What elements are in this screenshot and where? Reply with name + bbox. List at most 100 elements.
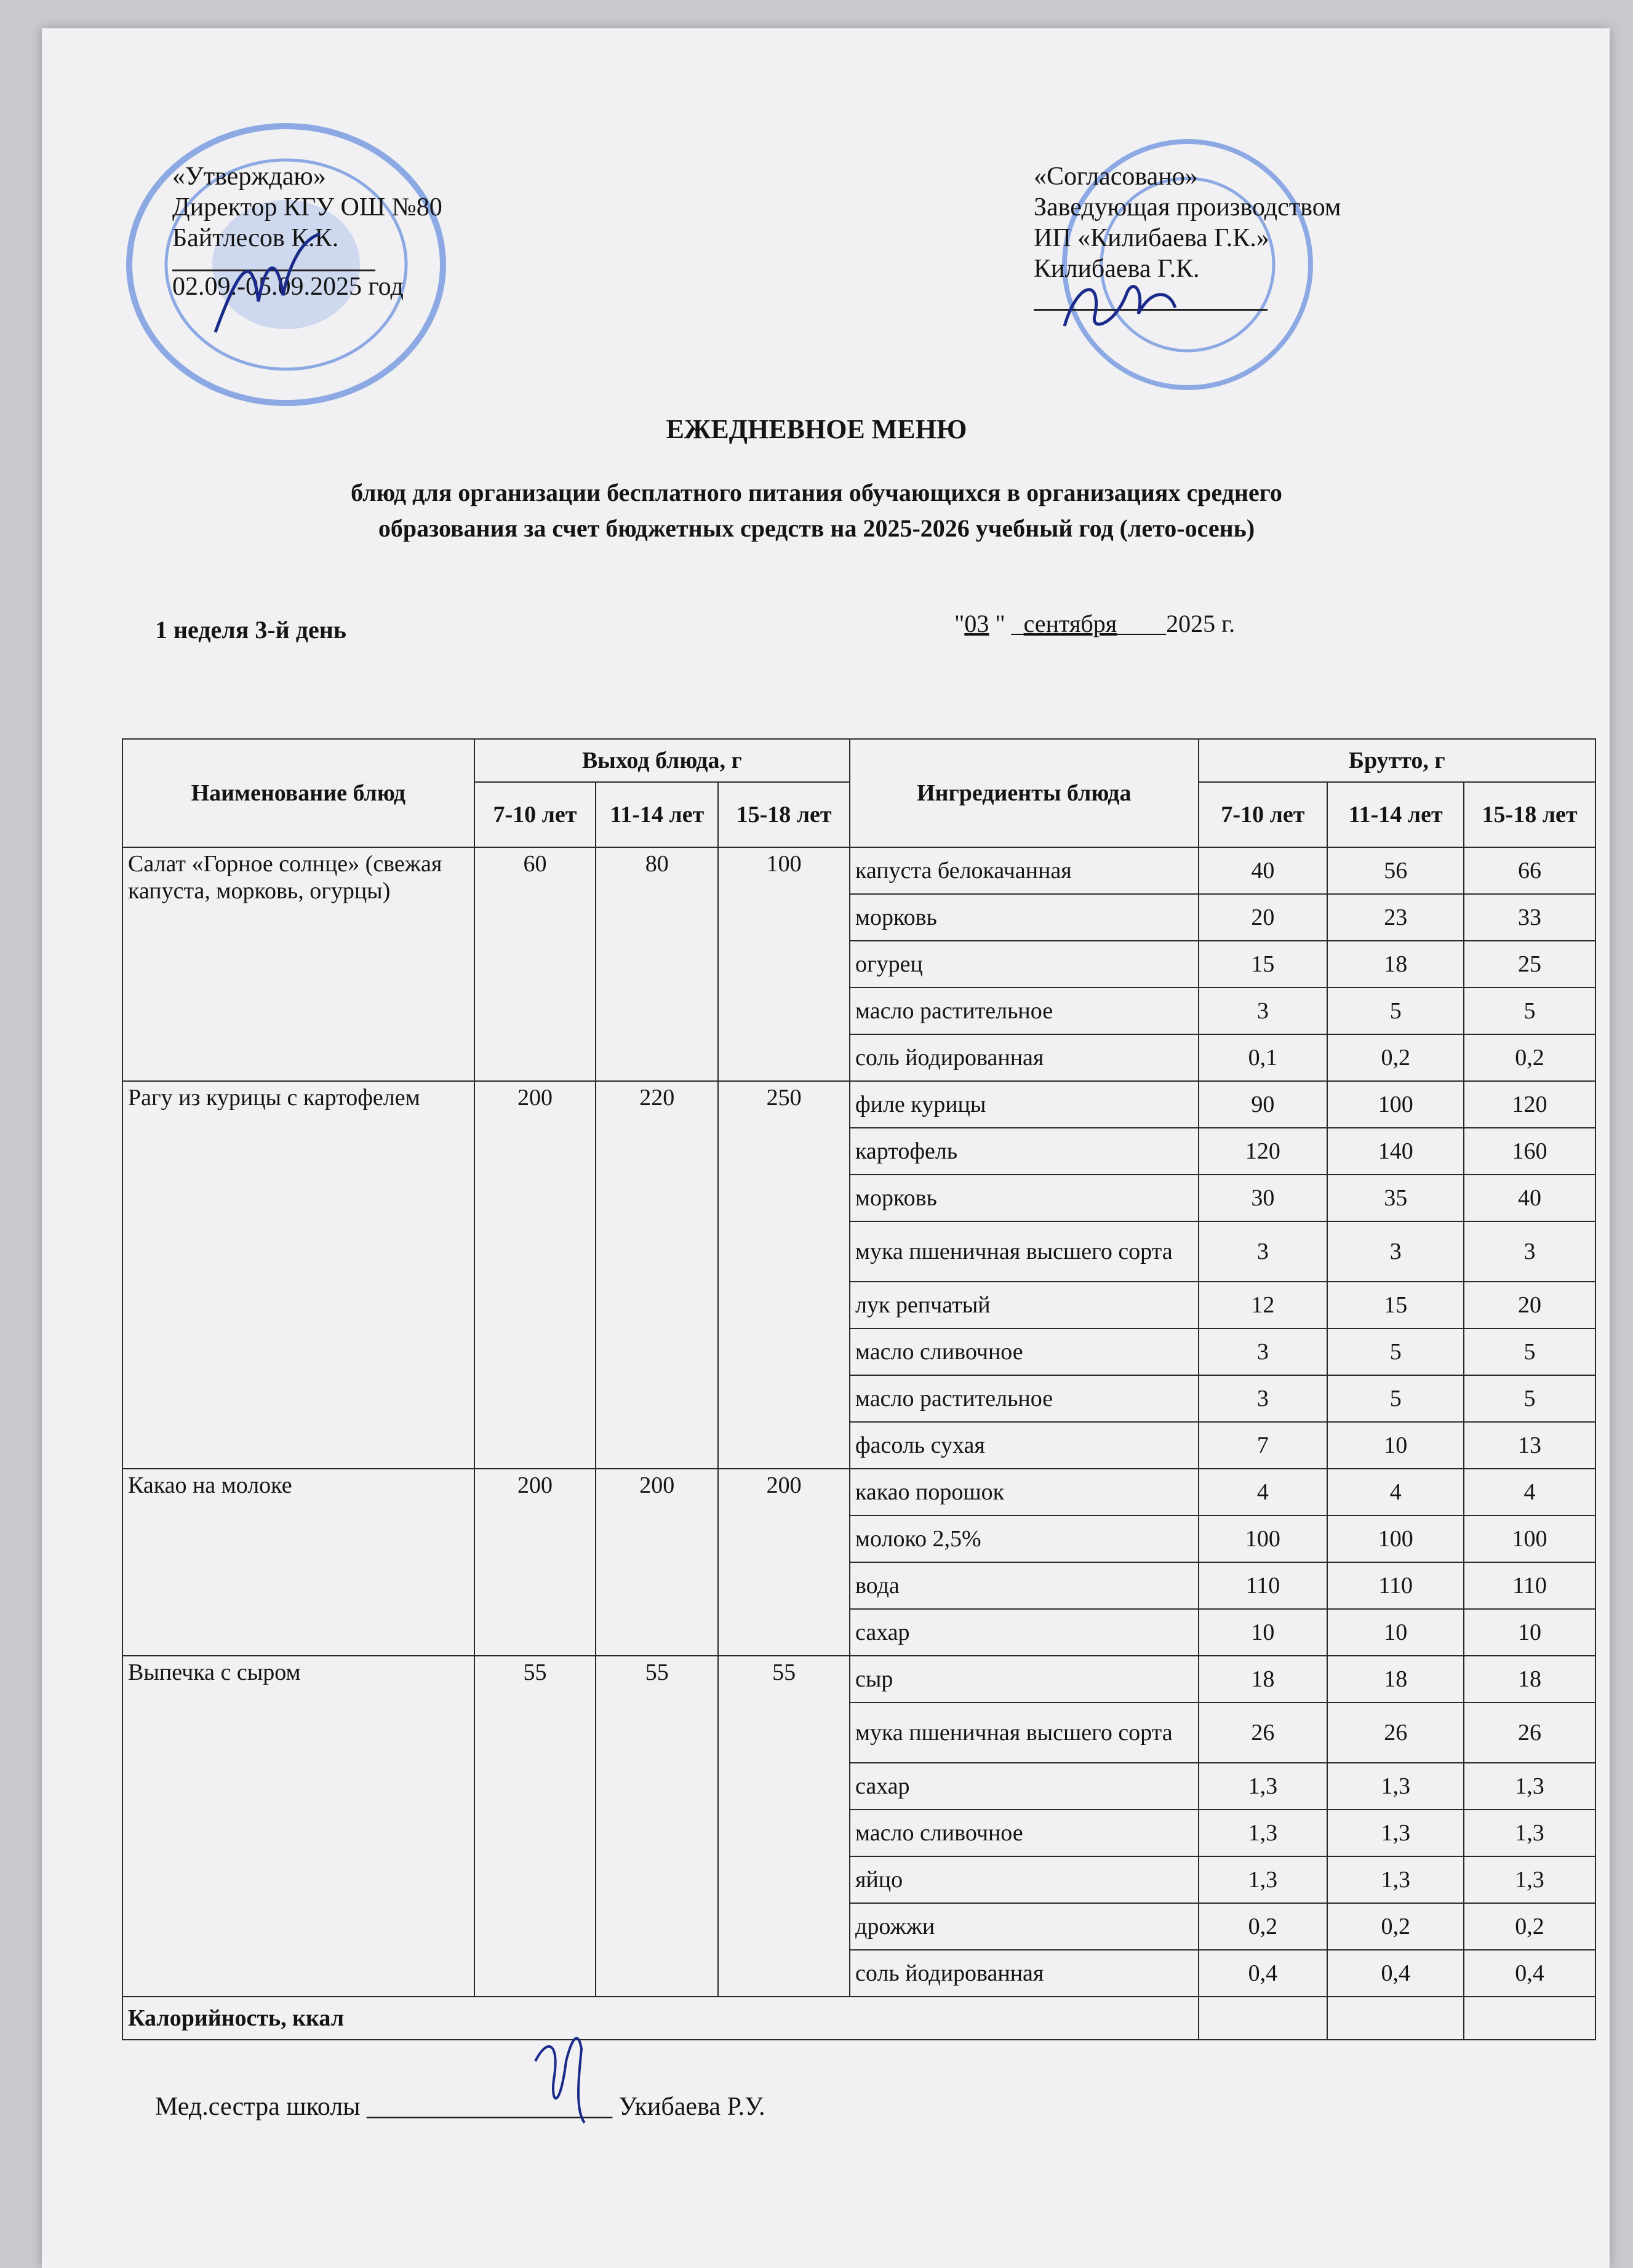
ingredient-brutto: 35 [1327,1174,1465,1222]
dish-output: 55 [595,1655,719,1997]
header-age: 11-14 лет [595,781,719,848]
ingredient-brutto: 40 [1463,1174,1596,1222]
ingredient-brutto: 3 [1327,1221,1465,1282]
ingredient-brutto: 0,2 [1463,1903,1596,1951]
table-row: соль йодированная 0,1 0,2 0,2 [122,1034,1596,1082]
ingredient-name: какао порошок [848,1468,1199,1516]
table-row: масло растительное 3 5 5 [122,987,1596,1035]
ingredient-name: масло растительное [848,1375,1199,1423]
dish-output: 200 [473,1080,597,1469]
ingredient-name: соль йодированная [848,1949,1199,1997]
ingredient-brutto: 56 [1327,847,1465,895]
ingredient-brutto: 110 [1463,1562,1596,1610]
ingredient-brutto: 140 [1327,1127,1465,1175]
ingredient-brutto: 1,3 [1463,1762,1596,1810]
agreer-organization: ИП «Килибаева Г.К.» [1034,224,1269,252]
table-row: мука пшеничная высшего сорта 3 3 3 [122,1221,1596,1282]
ingredient-brutto: 20 [1463,1281,1596,1329]
ingredient-name: филе курицы [848,1080,1199,1128]
ingredient-brutto: 160 [1463,1127,1596,1175]
ingredient-brutto: 10 [1327,1421,1465,1469]
document-title: ЕЖЕДНЕВНОЕ МЕНЮ [666,414,967,444]
ingredient-brutto: 100 [1463,1515,1596,1563]
table-row: молоко 2,5% 100 100 100 [122,1515,1596,1563]
table-row: Выпечка с сыром 55 55 55 сыр 18 18 18 [122,1655,1596,1997]
table-row: масло растительное 3 5 5 [122,1375,1596,1423]
table-row: картофель 120 140 160 [122,1127,1596,1175]
ingredient-name: дрожжи [848,1903,1199,1951]
agreer-position: Заведующая производством [1034,193,1341,222]
ingredient-brutto: 1,3 [1463,1809,1596,1857]
calories-row: Калорийность, ккал [122,1996,1596,2040]
ingredient-brutto: 0,4 [1197,1949,1328,1997]
nurse-label: Мед.сестра школы [155,2093,361,2121]
dish-output: 60 [473,847,597,1082]
ingredient-brutto: 5 [1327,987,1465,1035]
director-signature [214,232,321,333]
ingredient-name: морковь [848,893,1199,941]
nurse-signature-line: Мед.сестра школы ___________________ Уки… [155,2093,765,2121]
dish-output: 200 [473,1468,597,1656]
ingredient-brutto: 5 [1327,1328,1465,1376]
table-row: яйцо 1,3 1,3 1,3 [122,1856,1596,1904]
header-brutto: Брутто, г [1197,738,1597,783]
menu-table: Наименование блюд Выход блюда, г Ингреди… [122,738,1597,2040]
ingredient-brutto: 66 [1463,847,1596,895]
ingredient-name: картофель [848,1127,1199,1175]
supplier-stamp [1062,139,1313,390]
table-row: масло сливочное 3 5 5 [122,1328,1596,1376]
ingredient-name: сахар [848,1762,1199,1810]
ingredient-brutto: 1,3 [1463,1856,1596,1904]
ingredient-brutto: 0,1 [1197,1034,1328,1082]
table-row: Рагу из курицы с картофелем 200 220 250 филе… [122,1080,1596,1469]
agreement-block: «Согласовано» Заведующая производством И… [1034,161,1341,311]
ingredient-name: масло растительное [848,987,1199,1035]
header-age: 15-18 лет [717,781,850,848]
calories-value [1327,1996,1465,2040]
table-row: морковь 20 23 33 [122,893,1596,941]
ingredient-brutto: 1,3 [1197,1809,1328,1857]
ingredient-brutto: 23 [1327,893,1465,941]
ingredient-brutto: 120 [1463,1080,1596,1128]
agreer-name: Килибаева Г.К. [1034,255,1200,283]
ingredient-brutto: 26 [1327,1702,1465,1763]
ingredient-brutto: 4 [1327,1468,1465,1516]
ingredient-name: яйцо [848,1856,1199,1904]
ingredient-name: морковь [848,1174,1199,1222]
table-row: сахар 1,3 1,3 1,3 [122,1762,1596,1810]
header-age: 7-10 лет [473,781,597,848]
table-row: мука пшеничная высшего сорта 26 26 26 [122,1702,1596,1763]
ingredient-brutto: 0,2 [1463,1034,1596,1082]
table-row: масло сливочное 1,3 1,3 1,3 [122,1809,1596,1857]
ingredient-brutto: 100 [1327,1080,1465,1128]
dish-output: 200 [595,1468,719,1656]
ingredient-brutto: 26 [1197,1702,1328,1763]
dish-output: 55 [717,1655,850,1997]
ingredient-brutto: 5 [1327,1375,1465,1423]
week-day: 1 неделя 3-й день [155,616,346,644]
ingredient-brutto: 5 [1463,1375,1596,1423]
ingredient-brutto: 3 [1197,987,1328,1035]
ingredient-brutto: 1,3 [1327,1856,1465,1904]
ingredient-brutto: 0,2 [1327,1903,1465,1951]
ingredient-brutto: 33 [1463,893,1596,941]
ingredient-brutto: 10 [1197,1608,1328,1656]
ingredient-brutto: 20 [1197,893,1328,941]
agreement-label: «Согласовано» [1034,162,1198,191]
ingredient-name: сахар [848,1608,1199,1656]
ingredient-brutto: 110 [1327,1562,1465,1610]
ingredient-brutto: 3 [1463,1221,1596,1282]
ingredient-name: молоко 2,5% [848,1515,1199,1563]
header-output: Выход блюда, г [473,738,850,783]
ingredient-brutto: 110 [1197,1562,1328,1610]
approval-label: «Утверждаю» [172,162,326,191]
table-row: вода 110 110 110 [122,1562,1596,1610]
date-day: 03 [964,610,989,637]
ingredient-brutto: 18 [1463,1655,1596,1703]
header-ingredients: Ингредиенты блюда [848,738,1199,848]
ingredient-brutto: 15 [1327,1281,1465,1329]
school-stamp [126,123,446,406]
ingredient-name: вода [848,1562,1199,1610]
ingredient-brutto: 18 [1327,940,1465,988]
ingredient-name: фасоль сухая [848,1421,1199,1469]
